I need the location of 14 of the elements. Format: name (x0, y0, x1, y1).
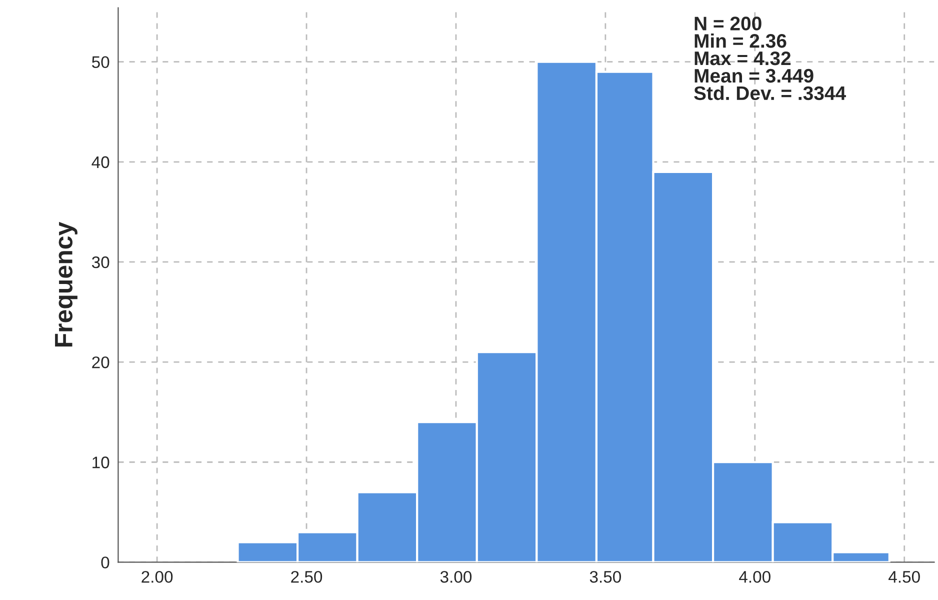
x-tick-label: 3.50 (590, 570, 621, 583)
y-tick-label: 30 (92, 256, 110, 268)
y-tick-label: 40 (92, 156, 110, 168)
y-axis-title: Frequency (55, 222, 78, 347)
y-tick-label: 50 (92, 56, 110, 68)
x-tick-label: 4.00 (739, 570, 770, 583)
annotation: N = 200 Min = 2.36 Max = 4.32 Mean = 3.449 Std. Dev. = .3344 (694, 16, 846, 100)
x-tick-label: 3.00 (440, 570, 472, 583)
x-tick-label: 2.50 (291, 570, 322, 583)
y-tick-label: 0 (101, 556, 110, 568)
x-tick-label: 4.50 (888, 570, 920, 583)
y-tick-label: 20 (92, 356, 110, 368)
x-tick-label: 2.00 (142, 570, 173, 583)
y-tick-label: 10 (92, 456, 110, 468)
